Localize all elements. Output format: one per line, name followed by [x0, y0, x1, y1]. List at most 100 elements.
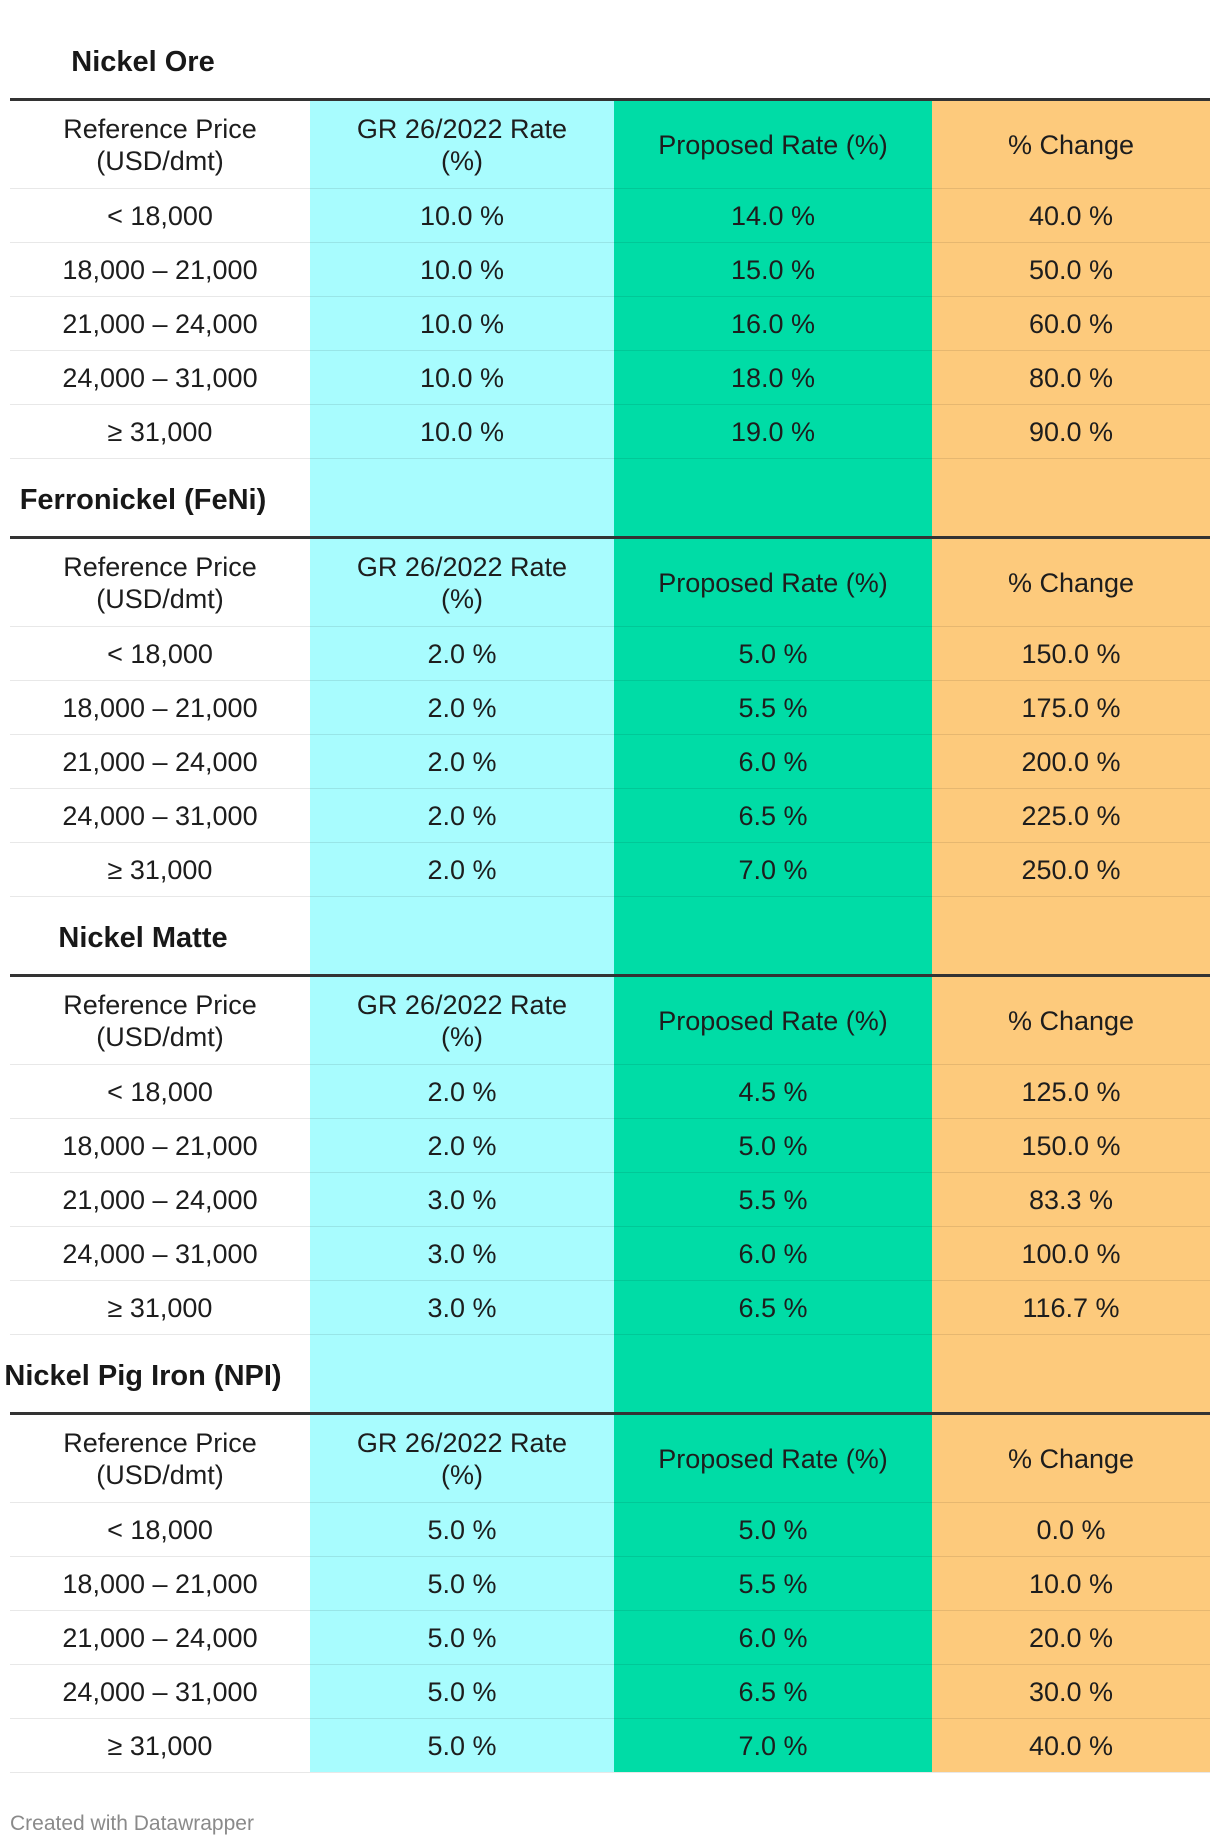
gr-rate-cell: 10.0 % [419, 201, 505, 231]
header-text: Reference Price [63, 1428, 257, 1458]
price-range-cell: 24,000 – 31,000 [62, 1239, 258, 1269]
price-range-cell: < 18,000 [107, 1077, 213, 1107]
proposed-rate-cell: 4.5 % [738, 1077, 808, 1107]
price-range-cell: ≥ 31,000 [107, 417, 213, 447]
proposed-rate-cell: 7.0 % [738, 1731, 808, 1761]
price-range-cell: 24,000 – 31,000 [62, 363, 258, 393]
row-divider [10, 1772, 1210, 1773]
price-header: Reference Price (USD/dmt) [10, 539, 310, 627]
proposed-rate-cell: 6.5 % [738, 1293, 808, 1323]
price-range-cell: < 18,000 [107, 639, 213, 669]
percent-change-cell: 150.0 % [1021, 1131, 1121, 1161]
proposed-rate-cell: 5.5 % [738, 1185, 808, 1215]
price-range-cell: ≥ 31,000 [107, 1731, 213, 1761]
proposed-rate-cell: 7.0 % [738, 855, 808, 885]
row-divider [10, 1118, 1210, 1119]
price-range-cell: 21,000 – 24,000 [62, 309, 258, 339]
gr-rate-cell: 2.0 % [427, 801, 497, 831]
row-divider [10, 1064, 1210, 1065]
row-divider [10, 896, 1210, 897]
price-range-cell: ≥ 31,000 [107, 1293, 213, 1323]
gr-rate-cell: 5.0 % [427, 1569, 497, 1599]
price-range-cell: 18,000 – 21,000 [62, 255, 258, 285]
percent-change-cell: 60.0 % [1028, 309, 1114, 339]
gr-rate-cell: 10.0 % [419, 309, 505, 339]
section-rule [10, 536, 1210, 539]
header-text: (USD/dmt) [96, 584, 224, 614]
row-divider [10, 626, 1210, 627]
percent-change-header: % Change [932, 101, 1210, 189]
header-text: % Change [1007, 1444, 1135, 1474]
gr-rate-cell: 2.0 % [427, 855, 497, 885]
section-rule [10, 1412, 1210, 1415]
header-text: GR 26/2022 Rate [356, 114, 568, 144]
gr-rate-header: GR 26/2022 Rate (%) [310, 101, 614, 189]
row-divider [10, 1280, 1210, 1281]
percent-change-cell: 20.0 % [1028, 1623, 1114, 1653]
percent-change-cell: 40.0 % [1028, 201, 1114, 231]
proposed-rate-cell: 5.5 % [738, 693, 808, 723]
footer-credit[interactable]: Created with Datawrapper [10, 1812, 254, 1835]
section-rule [10, 98, 1210, 101]
price-range-cell: 21,000 – 24,000 [62, 747, 258, 777]
row-divider [10, 458, 1210, 459]
row-divider [10, 842, 1210, 843]
gr-rate-cell: 2.0 % [427, 639, 497, 669]
percent-change-header: % Change [932, 977, 1210, 1065]
percent-change-cell: 50.0 % [1028, 255, 1114, 285]
header-text: % Change [1007, 1006, 1135, 1036]
row-divider [10, 188, 1210, 189]
price-header: Reference Price (USD/dmt) [10, 1415, 310, 1503]
gr-rate-cell: 10.0 % [419, 417, 505, 447]
header-text: (USD/dmt) [96, 1022, 224, 1052]
proposed-rate-cell: 5.0 % [738, 639, 808, 669]
gr-rate-column-background [310, 100, 614, 1772]
gr-rate-cell: 10.0 % [419, 363, 505, 393]
percent-change-cell: 90.0 % [1028, 417, 1114, 447]
header-text: (%) [441, 146, 483, 176]
percent-change-header: % Change [932, 539, 1210, 627]
header-text: Reference Price [63, 990, 257, 1020]
percent-change-cell: 175.0 % [1021, 693, 1121, 723]
row-divider [10, 1610, 1210, 1611]
price-range-cell: 21,000 – 24,000 [62, 1623, 258, 1653]
gr-rate-cell: 3.0 % [427, 1293, 497, 1323]
percent-change-cell: 250.0 % [1021, 855, 1121, 885]
gr-rate-cell: 2.0 % [427, 1077, 497, 1107]
row-divider [10, 296, 1210, 297]
gr-rate-cell: 3.0 % [427, 1185, 497, 1215]
header-text: % Change [1007, 568, 1135, 598]
section-title: Nickel Matte [58, 922, 228, 954]
percent-change-column-background [932, 100, 1210, 1772]
section-rule [10, 974, 1210, 977]
percent-change-cell: 200.0 % [1021, 747, 1121, 777]
header-text: (%) [441, 1022, 483, 1052]
proposed-rate-column-background [614, 100, 932, 1772]
gr-rate-cell: 10.0 % [419, 255, 505, 285]
percent-change-header: % Change [932, 1415, 1210, 1503]
row-divider [10, 788, 1210, 789]
row-divider [10, 404, 1210, 405]
row-divider [10, 1226, 1210, 1227]
percent-change-cell: 116.7 % [1022, 1293, 1120, 1323]
proposed-rate-cell: 6.0 % [738, 747, 808, 777]
header-text: Proposed Rate (%) [658, 568, 888, 598]
header-text: (USD/dmt) [96, 1460, 224, 1490]
header-text: (%) [441, 1460, 483, 1490]
gr-rate-cell: 2.0 % [427, 1131, 497, 1161]
percent-change-cell: 30.0 % [1028, 1677, 1114, 1707]
percent-change-cell: 40.0 % [1028, 1731, 1114, 1761]
proposed-rate-cell: 6.0 % [738, 1239, 808, 1269]
gr-rate-cell: 5.0 % [427, 1731, 497, 1761]
row-divider [10, 680, 1210, 681]
section-title: Nickel Ore [71, 46, 215, 78]
section-title: Nickel Pig Iron (NPI) [4, 1360, 282, 1392]
header-text: Proposed Rate (%) [658, 130, 888, 160]
gr-rate-header: GR 26/2022 Rate (%) [310, 977, 614, 1065]
header-text: Reference Price [63, 552, 257, 582]
header-text: % Change [1007, 130, 1135, 160]
gr-rate-cell: 5.0 % [427, 1677, 497, 1707]
gr-rate-cell: 3.0 % [427, 1239, 497, 1269]
gr-rate-cell: 5.0 % [427, 1623, 497, 1653]
